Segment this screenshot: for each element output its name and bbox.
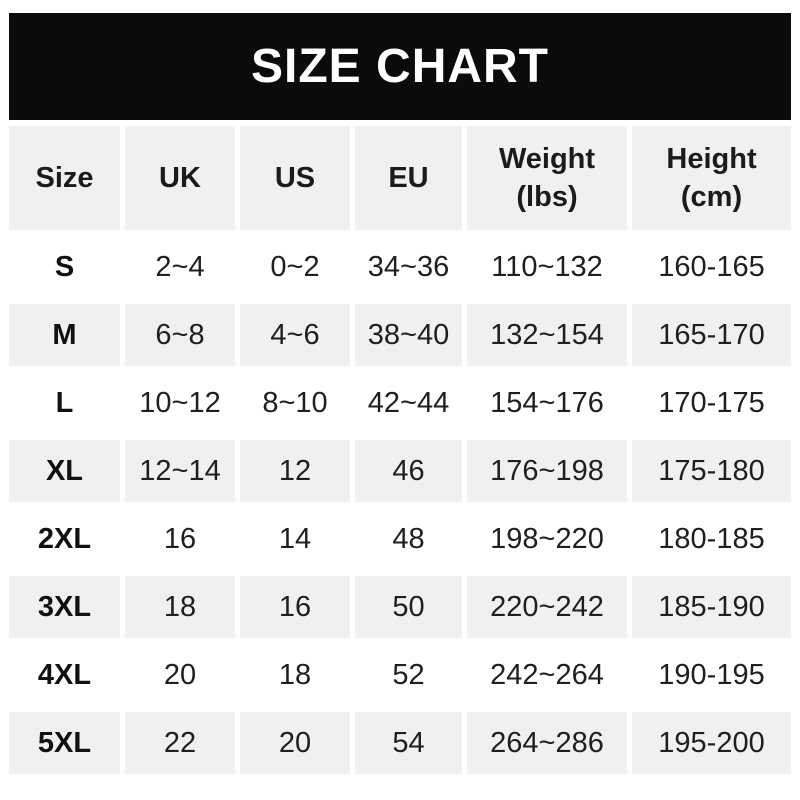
cell-height: 195-200 bbox=[632, 712, 791, 774]
cell-size: 3XL bbox=[9, 576, 120, 638]
cell-weight: 198~220 bbox=[467, 508, 627, 570]
header-weight-unit: (lbs) bbox=[516, 181, 578, 213]
cell-size: L bbox=[9, 372, 120, 434]
cell-eu: 52 bbox=[355, 644, 462, 706]
size-table: Size UK US EU Weight (lbs) Height (cm) S 2… bbox=[4, 120, 796, 780]
cell-us: 12 bbox=[240, 440, 350, 502]
cell-height: 180-185 bbox=[632, 508, 791, 570]
header-uk: UK bbox=[125, 126, 235, 230]
cell-weight: 154~176 bbox=[467, 372, 627, 434]
header-size: Size bbox=[9, 126, 120, 230]
cell-uk: 18 bbox=[125, 576, 235, 638]
header-weight-label: Weight bbox=[498, 142, 596, 175]
cell-height: 185-190 bbox=[632, 576, 791, 638]
size-chart-title: SIZE CHART bbox=[251, 40, 549, 93]
cell-eu: 34~36 bbox=[355, 236, 462, 298]
header-height: Height (cm) bbox=[632, 126, 791, 230]
cell-us: 18 bbox=[240, 644, 350, 706]
cell-us: 8~10 bbox=[240, 372, 350, 434]
header-us: US bbox=[240, 126, 350, 230]
cell-weight: 110~132 bbox=[467, 236, 627, 298]
table-row-3xl: 3XL 18 16 50 220~242 185-190 bbox=[9, 576, 791, 638]
cell-size: 5XL bbox=[9, 712, 120, 774]
cell-eu: 48 bbox=[355, 508, 462, 570]
cell-weight: 132~154 bbox=[467, 304, 627, 366]
cell-uk: 16 bbox=[125, 508, 235, 570]
header-height-unit: (cm) bbox=[680, 181, 743, 213]
cell-weight: 220~242 bbox=[467, 576, 627, 638]
table-row-xl: XL 12~14 12 46 176~198 175-180 bbox=[9, 440, 791, 502]
cell-us: 0~2 bbox=[240, 236, 350, 298]
table-row-5xl: 5XL 22 20 54 264~286 195-200 bbox=[9, 712, 791, 774]
cell-uk: 2~4 bbox=[125, 236, 235, 298]
cell-eu: 42~44 bbox=[355, 372, 462, 434]
header-eu-label: EU bbox=[388, 161, 429, 194]
table-row-2xl: 2XL 16 14 48 198~220 180-185 bbox=[9, 508, 791, 570]
header-height-label: Height bbox=[666, 142, 757, 175]
cell-weight: 242~264 bbox=[467, 644, 627, 706]
cell-uk: 12~14 bbox=[125, 440, 235, 502]
cell-height: 160-165 bbox=[632, 236, 791, 298]
cell-us: 4~6 bbox=[240, 304, 350, 366]
header-weight: Weight (lbs) bbox=[467, 126, 627, 230]
size-table-header-row: Size UK US EU Weight (lbs) Height (cm) bbox=[9, 126, 791, 230]
cell-size: M bbox=[9, 304, 120, 366]
cell-us: 16 bbox=[240, 576, 350, 638]
cell-us: 14 bbox=[240, 508, 350, 570]
cell-height: 165-170 bbox=[632, 304, 791, 366]
cell-uk: 6~8 bbox=[125, 304, 235, 366]
cell-height: 170-175 bbox=[632, 372, 791, 434]
header-us-label: US bbox=[274, 161, 316, 194]
cell-eu: 38~40 bbox=[355, 304, 462, 366]
header-size-label: Size bbox=[35, 161, 94, 194]
table-row-l: L 10~12 8~10 42~44 154~176 170-175 bbox=[9, 372, 791, 434]
cell-weight: 176~198 bbox=[467, 440, 627, 502]
table-row-m: M 6~8 4~6 38~40 132~154 165-170 bbox=[9, 304, 791, 366]
cell-weight: 264~286 bbox=[467, 712, 627, 774]
cell-eu: 50 bbox=[355, 576, 462, 638]
header-uk-label: UK bbox=[159, 161, 201, 194]
size-chart-banner: SIZE CHART bbox=[9, 13, 791, 120]
header-eu: EU bbox=[355, 126, 462, 230]
table-row-4xl: 4XL 20 18 52 242~264 190-195 bbox=[9, 644, 791, 706]
cell-size: S bbox=[9, 236, 120, 298]
cell-height: 190-195 bbox=[632, 644, 791, 706]
cell-size: XL bbox=[9, 440, 120, 502]
cell-size: 2XL bbox=[9, 508, 120, 570]
cell-uk: 20 bbox=[125, 644, 235, 706]
cell-size: 4XL bbox=[9, 644, 120, 706]
cell-uk: 10~12 bbox=[125, 372, 235, 434]
cell-uk: 22 bbox=[125, 712, 235, 774]
cell-us: 20 bbox=[240, 712, 350, 774]
cell-eu: 46 bbox=[355, 440, 462, 502]
cell-eu: 54 bbox=[355, 712, 462, 774]
table-row-s: S 2~4 0~2 34~36 110~132 160-165 bbox=[9, 236, 791, 298]
cell-height: 175-180 bbox=[632, 440, 791, 502]
